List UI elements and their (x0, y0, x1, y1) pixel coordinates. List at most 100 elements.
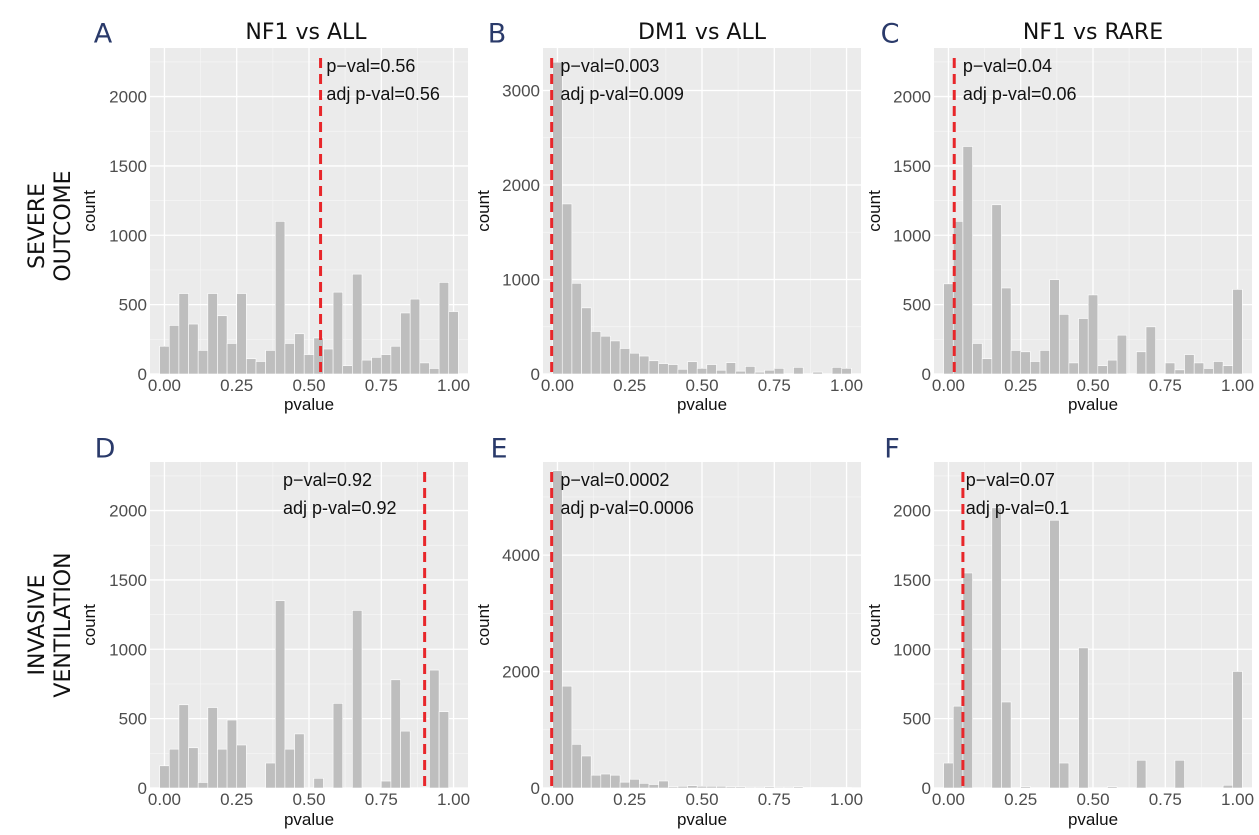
histogram-bar (1001, 701, 1012, 789)
y-tick-label: 0 (531, 365, 540, 384)
histogram-bar (1174, 759, 1185, 789)
histogram-bar (1222, 784, 1234, 789)
histogram-bar (332, 291, 344, 375)
histogram-bar (332, 703, 344, 789)
x-tick-label: 0.00 (541, 376, 574, 395)
histogram-bar (294, 333, 305, 375)
y-tick-label: 3000 (502, 82, 540, 101)
y-tick-label: 1000 (109, 226, 147, 245)
x-tick-label: 0.50 (685, 376, 718, 395)
histogram-bar (400, 312, 411, 375)
y-tick-label: 0 (922, 365, 931, 384)
y-tick-label: 2000 (109, 502, 147, 521)
panel-c: C NF1 vs RARE 0.00 0.25 0.50 0.75 1.00 0 500 1000… (865, 19, 1254, 415)
histogram-bar (600, 335, 611, 375)
panel-letter-a: A (94, 19, 113, 50)
histogram-bar (831, 787, 843, 789)
histogram-bar (943, 762, 954, 789)
histogram-bar (1232, 671, 1243, 789)
histogram-bar (438, 282, 450, 375)
histogram-bar (168, 748, 180, 789)
x-tick-label: 0.00 (541, 790, 574, 809)
histogram-bar (962, 146, 973, 375)
histogram-bar (1107, 359, 1118, 375)
histogram-bar (590, 774, 602, 789)
panel-title-c: NF1 vs RARE (1023, 20, 1163, 45)
histogram-bar (802, 787, 814, 789)
histogram-bar (217, 748, 228, 789)
y-tick-label: 1000 (893, 640, 931, 659)
y-tick-label: 500 (903, 296, 931, 315)
x-tick-label: 0.50 (685, 790, 718, 809)
histogram-bar (943, 283, 954, 375)
histogram-bar (822, 787, 833, 789)
panel-letter-b: B (488, 19, 507, 50)
y-tick-label: 1500 (893, 571, 931, 590)
panels: A NF1 vs ALL 0.00 0.25 0.50 0.75 1.00 0 500 1000 1… (80, 19, 1254, 830)
histogram-bar (1203, 368, 1214, 375)
panel-d: D 0.00 0.25 0.50 0.75 1.00 0 500 1000 1500 2000 p−v… (80, 434, 470, 830)
histogram-bar (687, 361, 698, 375)
annotation-text: adj p-val=0.1 (966, 498, 1070, 518)
histogram-bar (610, 340, 621, 375)
histogram-bar (981, 358, 993, 375)
histogram-bar (1087, 294, 1099, 375)
histogram-bar (677, 785, 688, 789)
histogram-bar (773, 786, 785, 789)
x-tick-label: 0.00 (932, 790, 965, 809)
histogram-bar (735, 786, 746, 789)
histogram-bar (841, 368, 852, 375)
x-tick-label: 0.50 (1076, 790, 1109, 809)
y-axis-title: count (474, 604, 493, 646)
histogram-bar (1001, 287, 1012, 375)
x-axis-title: pvalue (1068, 810, 1118, 829)
panel-f: F 0.00 0.25 0.50 0.75 1.00 0 500 1000 1500 2000 p−v… (865, 434, 1254, 830)
histogram-bar (207, 293, 218, 375)
y-axis-title: count (80, 604, 99, 646)
x-tick-label: 0.50 (292, 790, 325, 809)
histogram-bar (188, 747, 199, 789)
histogram-bar (706, 785, 717, 789)
annotation-text: p−val=0.04 (963, 56, 1052, 76)
x-tick-label: 0.75 (365, 790, 398, 809)
x-axis-title: pvalue (284, 395, 334, 414)
histogram-bar (629, 352, 640, 375)
x-tick-label: 0.75 (365, 376, 398, 395)
x-tick-label: 1.00 (1221, 376, 1254, 395)
x-axis-title: pvalue (677, 810, 727, 829)
histogram-bar (274, 221, 286, 375)
histogram-bar (429, 669, 440, 789)
histogram-bar (448, 311, 459, 375)
x-tick-label: 0.75 (1149, 376, 1182, 395)
x-tick-label: 0.50 (1076, 376, 1109, 395)
panel-title-b: DM1 vs ALL (638, 20, 767, 45)
y-tick-label: 1500 (109, 157, 147, 176)
histogram-bar (991, 204, 1002, 375)
histogram-bar (696, 785, 708, 789)
x-tick-label: 1.00 (437, 376, 470, 395)
annotation-text: adj p-val=0.009 (560, 84, 684, 104)
x-axis-title: pvalue (284, 810, 334, 829)
panel-letter-f: F (884, 434, 900, 465)
histogram-bar (1222, 365, 1234, 375)
y-axis-title: count (865, 190, 884, 232)
histogram-bar (178, 704, 189, 789)
histogram-bar (629, 778, 640, 789)
x-tick-label: 0.00 (148, 790, 181, 809)
histogram-bar (725, 786, 737, 789)
histogram-bar (561, 685, 573, 789)
histogram-bar (793, 786, 804, 789)
histogram-bar (1078, 318, 1089, 375)
histogram-bar (639, 355, 650, 375)
histogram-bar (1213, 361, 1224, 375)
histogram-bar (783, 786, 794, 789)
histogram-bar (648, 360, 659, 375)
y-tick-label: 2000 (893, 502, 931, 521)
histogram-bar (754, 371, 765, 375)
histogram-bar (226, 343, 238, 375)
histogram-bar (716, 369, 727, 375)
y-axis-title: count (474, 190, 493, 232)
histogram-bar (610, 774, 621, 789)
histogram-bar (294, 733, 305, 789)
histogram-bar (1097, 365, 1108, 375)
